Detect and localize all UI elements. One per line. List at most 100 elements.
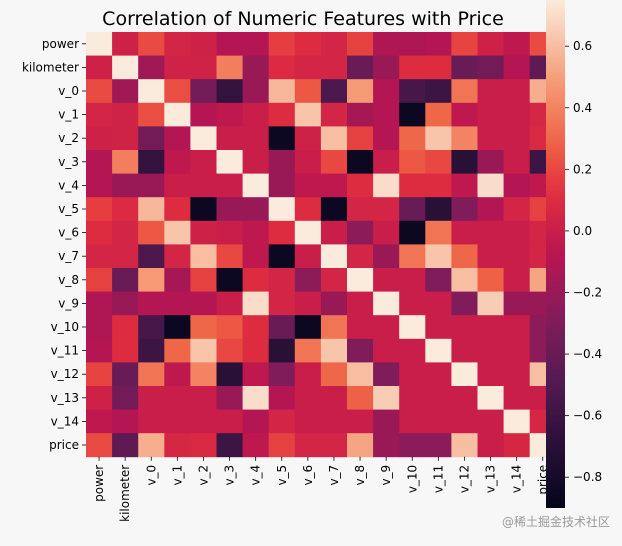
heatmap-cell-v_10-v_11 <box>425 315 452 340</box>
heatmap-cell-v_12-v_3 <box>216 362 243 387</box>
heatmap-cell-v_2-v_3 <box>216 126 243 151</box>
heatmap-cell-power-v_11 <box>425 32 452 56</box>
heatmap-cell-v_4-v_11 <box>425 173 452 198</box>
heatmap-cell-v_13-power <box>86 386 113 410</box>
heatmap-cell-v_8-v_0 <box>138 268 165 292</box>
heatmap-cell-v_11-kilometer <box>112 338 139 363</box>
heatmap-cell-v_9-kilometer <box>112 291 139 316</box>
heatmap-cell-v_5-power <box>86 197 113 222</box>
heatmap-cell-power-v_14 <box>503 32 531 56</box>
heatmap-cell-v_2-v_4 <box>242 126 270 151</box>
colorbar-tick-label-5: 0.2 <box>573 162 592 176</box>
watermark-text: @稀土掘金技术社区 <box>501 515 610 529</box>
heatmap-cell-v_14-v_12 <box>451 409 478 434</box>
heatmap-cell-price-v_13 <box>477 433 504 458</box>
x-tick-label-v_1: v_1 <box>170 465 184 486</box>
heatmap-cell-v_2-v_10 <box>399 126 426 151</box>
heatmap-cell-v_8-power <box>86 268 113 292</box>
heatmap-cell-v_7-v_10 <box>399 244 426 269</box>
heatmap-cell-power-v_1 <box>164 32 191 56</box>
heatmap-cell-v_4-v_9 <box>373 173 400 198</box>
heatmap-cell-v_13-v_0 <box>138 386 165 410</box>
heatmap-cell-v_12-v_14 <box>503 362 531 387</box>
heatmap-cell-power-v_5 <box>268 32 296 56</box>
heatmap-cell-power-v_9 <box>373 32 400 56</box>
colorbar-tick-label-4: 0.0 <box>573 224 592 238</box>
heatmap-cell-v_3-v_12 <box>451 150 478 174</box>
heatmap-cell-v_4-v_7 <box>320 173 348 198</box>
heatmap-cell-v_4-v_0 <box>138 173 165 198</box>
x-tick-label-v_12: v_12 <box>457 465 471 493</box>
heatmap-cell-v_14-v_11 <box>425 409 452 434</box>
heatmap-cell-v_4-v_14 <box>503 173 531 198</box>
heatmap-cell-v_13-v_4 <box>242 386 270 410</box>
x-tick-label-v_5: v_5 <box>275 465 289 486</box>
heatmap-cell-v_14-v_7 <box>320 409 348 434</box>
heatmap-cell-v_7-v_9 <box>373 244 400 269</box>
heatmap-cell-v_6-v_14 <box>503 220 531 245</box>
heatmap-cell-v_10-kilometer <box>112 315 139 340</box>
heatmap-cell-v_6-v_9 <box>373 220 400 245</box>
heatmap-cell-price-v_3 <box>216 433 243 458</box>
heatmap-cell-v_11-v_4 <box>242 338 270 363</box>
heatmap-cell-v_3-v_13 <box>477 150 504 174</box>
heatmap-cell-v_6-v_5 <box>268 220 296 245</box>
x-tick-label-v_0: v_0 <box>144 465 158 486</box>
heatmap-cell-v_0-v_7 <box>320 79 348 104</box>
heatmap-cell-v_14-v_5 <box>268 409 296 434</box>
heatmap-cell-v_13-v_1 <box>164 386 191 410</box>
heatmap-cell-v_12-v_9 <box>373 362 400 387</box>
heatmap-cell-v_6-v_2 <box>190 220 217 245</box>
heatmap-cell-v_2-v_12 <box>451 126 478 151</box>
heatmap-cell-v_1-v_4 <box>242 102 270 127</box>
heatmap-cell-v_4-kilometer <box>112 173 139 198</box>
heatmap-cell-v_8-v_13 <box>477 268 504 292</box>
heatmap-cell-v_13-kilometer <box>112 386 139 410</box>
heatmap-cell-v_3-v_10 <box>399 150 426 174</box>
heatmap-cell-kilometer-v_3 <box>216 55 243 80</box>
heatmap-cell-v_5-v_13 <box>477 197 504 222</box>
heatmap-cell-price-v_14 <box>503 433 531 458</box>
heatmap-cell-v_14-v_13 <box>477 409 504 434</box>
y-tick-label-v_11: v_11 <box>51 344 79 358</box>
colorbar-tick-label-6: 0.4 <box>573 101 592 115</box>
heatmap-cell-v_0-v_0 <box>138 79 165 104</box>
heatmap-cell-v_11-v_9 <box>373 338 400 363</box>
heatmap-cell-v_4-v_4 <box>242 173 270 198</box>
heatmap-cell-v_2-v_0 <box>138 126 165 151</box>
heatmap-cell-v_3-v_7 <box>320 150 348 174</box>
colorbar-tick-label-3: −0.2 <box>573 285 602 299</box>
x-tick-label-v_4: v_4 <box>249 465 263 486</box>
heatmap-cell-v_10-v_10 <box>399 315 426 340</box>
heatmap-cell-v_14-v_6 <box>294 409 322 434</box>
heatmap-cell-v_0-v_6 <box>294 79 322 104</box>
heatmap-cell-power-power <box>86 32 113 56</box>
heatmap-cell-price-v_11 <box>425 433 452 458</box>
heatmap-cell-v_1-v_2 <box>190 102 217 127</box>
heatmap-cell-v_7-v_1 <box>164 244 191 269</box>
heatmap-cell-v_3-v_4 <box>242 150 270 174</box>
heatmap-cell-v_7-v_8 <box>347 244 374 269</box>
heatmap-cell-v_4-v_12 <box>451 173 478 198</box>
heatmap-cell-v_6-v_13 <box>477 220 504 245</box>
heatmap-cell-price-v_0 <box>138 433 165 458</box>
heatmap-cell-v_7-kilometer <box>112 244 139 269</box>
heatmap-cell-v_0-v_3 <box>216 79 243 104</box>
heatmap-cell-v_10-v_0 <box>138 315 165 340</box>
heatmap-cell-v_10-v_9 <box>373 315 400 340</box>
y-tick-label-kilometer: kilometer <box>22 60 79 74</box>
heatmap-cell-v_8-v_5 <box>268 268 296 292</box>
heatmap-cell-v_9-v_10 <box>399 291 426 316</box>
heatmap-cell-power-v_3 <box>216 32 243 56</box>
heatmap-cell-v_5-v_4 <box>242 197 270 222</box>
heatmap-cell-v_3-v_2 <box>190 150 217 174</box>
colorbar-tick-label-0: −0.8 <box>573 470 602 484</box>
heatmap-cell-v_4-v_5 <box>268 173 296 198</box>
heatmap-cell-v_3-v_0 <box>138 150 165 174</box>
heatmap-cell-v_1-v_3 <box>216 102 243 127</box>
heatmap-cell-v_6-power <box>86 220 113 245</box>
heatmap-cell-v_7-v_3 <box>216 244 243 269</box>
heatmap-cell-v_6-v_6 <box>294 220 322 245</box>
heatmap-cell-v_8-v_4 <box>242 268 270 292</box>
heatmap-cell-v_0-power <box>86 79 113 104</box>
